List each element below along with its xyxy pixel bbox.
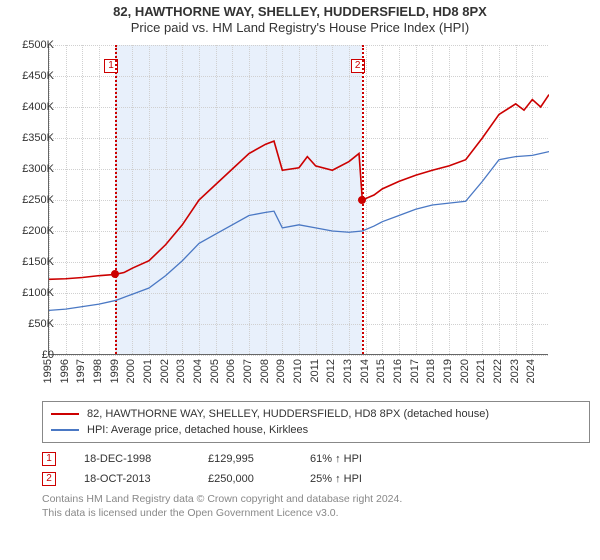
grid-h bbox=[49, 355, 548, 356]
grid-v bbox=[82, 45, 83, 354]
grid-v bbox=[249, 45, 250, 354]
datapoint-table: 1 18-DEC-1998 £129,995 61% ↑ HPI 2 18-OCT-201… bbox=[42, 449, 590, 489]
x-axis-tick-label: 2022 bbox=[492, 359, 504, 383]
legend-label: HPI: Average price, detached house, Kirk… bbox=[87, 424, 308, 436]
x-axis-tick-label: 1999 bbox=[109, 359, 121, 383]
x-axis-tick-label: 1998 bbox=[92, 359, 104, 383]
y-axis-tick-label: £400K bbox=[12, 101, 54, 113]
x-axis-tick-label: 2002 bbox=[159, 359, 171, 383]
grid-v bbox=[149, 45, 150, 354]
x-axis-tick-label: 2016 bbox=[392, 359, 404, 383]
y-axis-tick-label: £50K bbox=[12, 318, 54, 330]
grid-v bbox=[532, 45, 533, 354]
x-axis-tick-label: 2012 bbox=[325, 359, 337, 383]
sale-event-vline bbox=[115, 45, 117, 354]
grid-v bbox=[449, 45, 450, 354]
x-axis-tick-label: 1995 bbox=[42, 359, 54, 383]
chart-area: 12 £0£50K£100K£150K£200K£250K£300K£350K£… bbox=[0, 41, 560, 399]
x-axis-tick-label: 2010 bbox=[292, 359, 304, 383]
y-axis-tick-label: £250K bbox=[12, 194, 54, 206]
x-axis-tick-label: 2007 bbox=[242, 359, 254, 383]
x-axis-tick-label: 2003 bbox=[175, 359, 187, 383]
x-axis-tick-label: 2006 bbox=[225, 359, 237, 383]
x-axis-tick-label: 2001 bbox=[142, 359, 154, 383]
datapoint-index-box: 2 bbox=[42, 472, 56, 486]
legend-item: HPI: Average price, detached house, Kirk… bbox=[51, 422, 581, 438]
attribution-text: Contains HM Land Registry data © Crown c… bbox=[42, 493, 590, 520]
legend: 82, HAWTHORNE WAY, SHELLEY, HUDDERSFIELD… bbox=[42, 401, 590, 443]
x-axis-tick-label: 2018 bbox=[425, 359, 437, 383]
datapoint-date: 18-DEC-1998 bbox=[84, 453, 180, 465]
datapoint-price: £129,995 bbox=[208, 453, 282, 465]
x-axis-tick-label: 2013 bbox=[342, 359, 354, 383]
x-axis-tick-label: 2021 bbox=[475, 359, 487, 383]
datapoint-pct-vs-hpi: 61% ↑ HPI bbox=[310, 453, 390, 465]
grid-v bbox=[216, 45, 217, 354]
grid-v bbox=[282, 45, 283, 354]
x-axis-tick-label: 1997 bbox=[75, 359, 87, 383]
y-axis-tick-label: £500K bbox=[12, 39, 54, 51]
x-axis-tick-label: 2019 bbox=[442, 359, 454, 383]
grid-v bbox=[399, 45, 400, 354]
x-axis-tick-label: 2015 bbox=[375, 359, 387, 383]
legend-swatch bbox=[51, 413, 79, 415]
x-axis-tick-label: 2004 bbox=[192, 359, 204, 383]
grid-v bbox=[516, 45, 517, 354]
datapoint-row: 1 18-DEC-1998 £129,995 61% ↑ HPI bbox=[42, 449, 590, 469]
y-axis-tick-label: £450K bbox=[12, 70, 54, 82]
grid-v bbox=[332, 45, 333, 354]
grid-v bbox=[466, 45, 467, 354]
legend-swatch bbox=[51, 429, 79, 431]
grid-v bbox=[182, 45, 183, 354]
grid-v bbox=[66, 45, 67, 354]
x-axis-tick-label: 2011 bbox=[309, 359, 321, 383]
grid-v bbox=[416, 45, 417, 354]
x-axis-tick-label: 2014 bbox=[359, 359, 371, 383]
datapoint-index-box: 1 bbox=[42, 452, 56, 466]
grid-v bbox=[499, 45, 500, 354]
datapoint-row: 2 18-OCT-2013 £250,000 25% ↑ HPI bbox=[42, 469, 590, 489]
y-axis-tick-label: £200K bbox=[12, 225, 54, 237]
chart-plot: 12 bbox=[48, 45, 548, 355]
x-axis-tick-label: 1996 bbox=[59, 359, 71, 383]
chart-title-block: 82, HAWTHORNE WAY, SHELLEY, HUDDERSFIELD… bbox=[0, 0, 600, 37]
x-axis-tick-label: 2000 bbox=[125, 359, 137, 383]
grid-v bbox=[166, 45, 167, 354]
x-axis-tick-label: 2017 bbox=[409, 359, 421, 383]
y-axis-tick-label: £100K bbox=[12, 287, 54, 299]
x-axis-tick-label: 2024 bbox=[525, 359, 537, 383]
legend-label: 82, HAWTHORNE WAY, SHELLEY, HUDDERSFIELD… bbox=[87, 408, 489, 420]
legend-item: 82, HAWTHORNE WAY, SHELLEY, HUDDERSFIELD… bbox=[51, 406, 581, 422]
grid-v bbox=[299, 45, 300, 354]
grid-v bbox=[316, 45, 317, 354]
x-axis-tick-label: 2020 bbox=[459, 359, 471, 383]
grid-v bbox=[382, 45, 383, 354]
chart-title-subtitle: Price paid vs. HM Land Registry's House … bbox=[0, 20, 600, 35]
sale-event-marker bbox=[111, 270, 119, 278]
y-axis-tick-label: £150K bbox=[12, 256, 54, 268]
grid-v bbox=[482, 45, 483, 354]
grid-v bbox=[99, 45, 100, 354]
grid-v bbox=[199, 45, 200, 354]
grid-v bbox=[349, 45, 350, 354]
x-axis-tick-label: 2023 bbox=[509, 359, 521, 383]
attribution-line1: Contains HM Land Registry data © Crown c… bbox=[42, 493, 590, 507]
y-axis-tick-label: £350K bbox=[12, 132, 54, 144]
chart-title-address: 82, HAWTHORNE WAY, SHELLEY, HUDDERSFIELD… bbox=[0, 4, 600, 19]
grid-v bbox=[266, 45, 267, 354]
x-axis-tick-label: 2005 bbox=[209, 359, 221, 383]
y-axis-tick-label: £300K bbox=[12, 163, 54, 175]
grid-v bbox=[132, 45, 133, 354]
datapoint-date: 18-OCT-2013 bbox=[84, 473, 180, 485]
x-axis-tick-label: 2008 bbox=[259, 359, 271, 383]
grid-v bbox=[432, 45, 433, 354]
sale-event-marker bbox=[358, 196, 366, 204]
attribution-line2: This data is licensed under the Open Gov… bbox=[42, 507, 590, 521]
datapoint-price: £250,000 bbox=[208, 473, 282, 485]
datapoint-pct-vs-hpi: 25% ↑ HPI bbox=[310, 473, 390, 485]
grid-v bbox=[232, 45, 233, 354]
x-axis-tick-label: 2009 bbox=[275, 359, 287, 383]
